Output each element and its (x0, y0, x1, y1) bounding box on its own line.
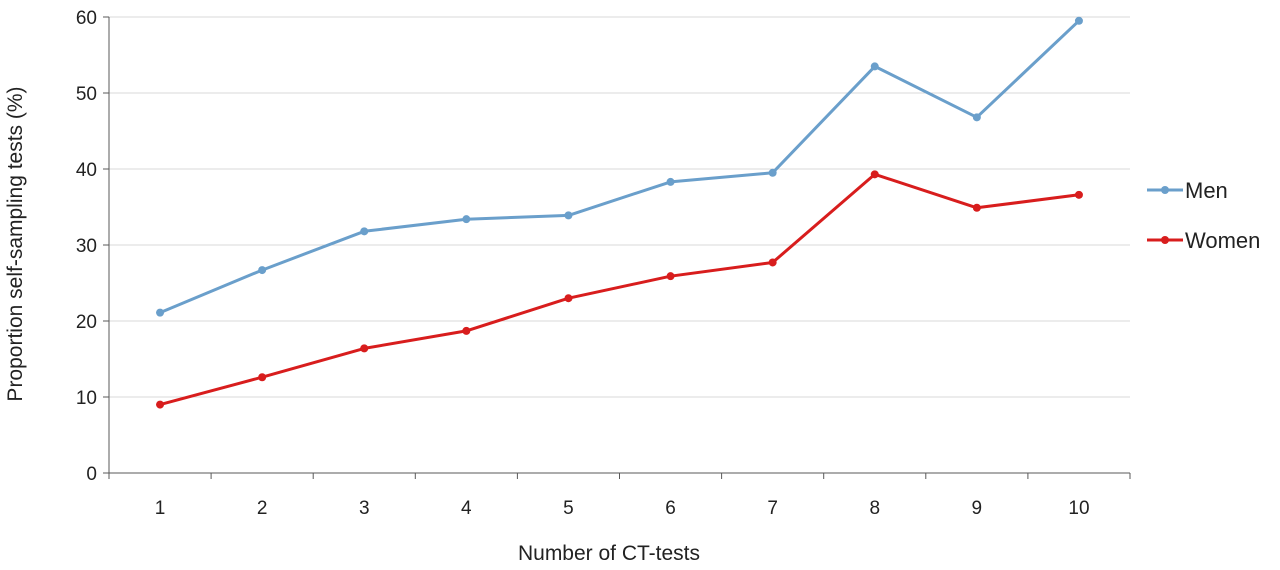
x-tick-label: 6 (665, 498, 676, 519)
data-point (870, 62, 879, 71)
data-point (462, 326, 471, 335)
y-tick-label: 0 (86, 464, 97, 485)
axes (103, 16, 1131, 479)
series-layer (156, 16, 1083, 409)
legend-swatch-marker (1161, 236, 1169, 244)
legend-item-men: Men (1147, 178, 1228, 203)
data-point (972, 203, 981, 212)
x-tick-label: 1 (155, 498, 166, 519)
series-men (156, 16, 1083, 317)
data-point (258, 373, 267, 382)
x-tick-label: 5 (563, 498, 574, 519)
data-point (360, 227, 369, 236)
data-point (462, 215, 471, 224)
y-tick-label: 60 (76, 8, 97, 29)
data-point (360, 344, 369, 353)
y-tick-label: 30 (76, 236, 97, 257)
legend: Men Women (1147, 178, 1260, 253)
y-tick-label: 20 (76, 312, 97, 333)
data-point (768, 168, 777, 177)
data-point (666, 177, 675, 186)
x-tick-label: 2 (257, 498, 268, 519)
series-line-women (159, 172, 1080, 407)
x-tick-label: 8 (869, 498, 880, 519)
x-tick-label: 7 (767, 498, 778, 519)
data-point (564, 211, 573, 220)
y-tick-labels: 0 10 20 30 40 50 60 (76, 8, 97, 485)
data-point (156, 400, 165, 409)
y-axis-title: Proportion self-sampling tests (%) (4, 86, 27, 401)
data-point (156, 308, 165, 317)
y-tick-label: 40 (76, 160, 97, 181)
y-tick-label: 50 (76, 84, 97, 105)
gridlines (109, 16, 1130, 398)
data-point (972, 113, 981, 122)
x-tick-label: 9 (972, 498, 983, 519)
data-point (564, 294, 573, 303)
series-line-men (159, 19, 1080, 314)
legend-item-women: Women (1147, 228, 1260, 253)
x-tick-labels: 1 2 3 4 5 6 7 8 9 10 (155, 498, 1090, 519)
legend-label: Women (1185, 228, 1260, 253)
x-axis-title: Number of CT-tests (518, 542, 700, 565)
data-point (870, 170, 879, 179)
data-point (666, 272, 675, 281)
x-tick-label: 3 (359, 498, 370, 519)
y-tick-label: 10 (76, 388, 97, 409)
data-point (258, 266, 267, 275)
data-point (1074, 190, 1083, 199)
data-point (1074, 16, 1083, 25)
legend-swatch-marker (1161, 186, 1169, 194)
series-women (156, 170, 1083, 409)
x-tick-label: 10 (1068, 498, 1089, 519)
legend-label: Men (1185, 178, 1228, 203)
x-tick-label: 4 (461, 498, 472, 519)
data-point (768, 258, 777, 267)
